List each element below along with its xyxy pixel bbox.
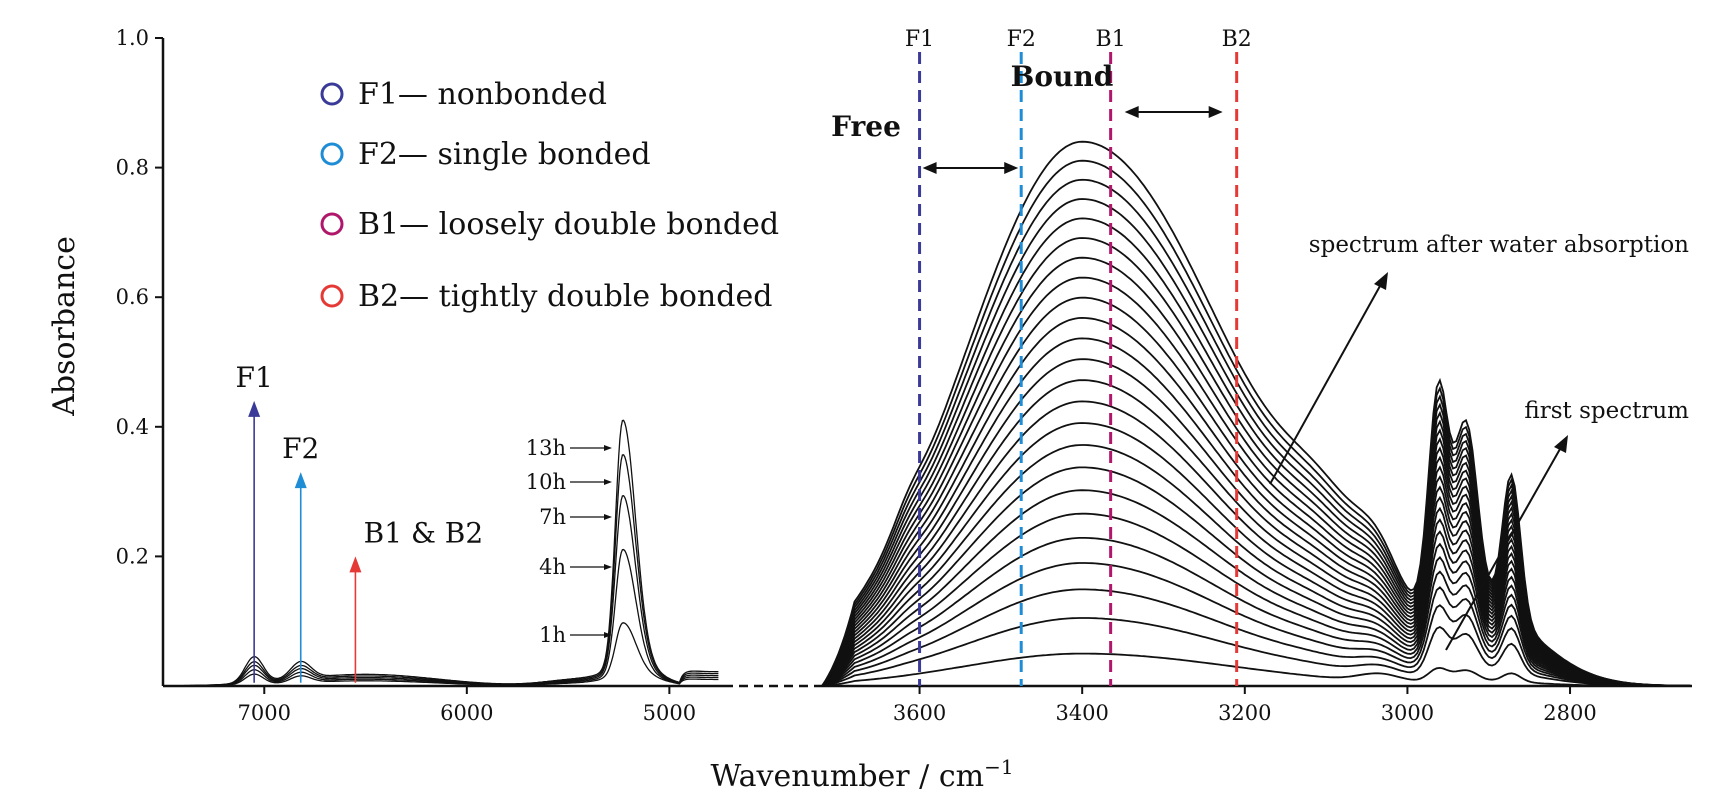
y-tick-label: 0.4: [116, 415, 149, 439]
bound-region-label: Bound: [1011, 60, 1114, 93]
mir-spectrum-curve: [821, 316, 1691, 687]
legend-label: B1— loosely double bonded: [358, 207, 779, 242]
mir-spectrum-curve: [821, 444, 1691, 687]
left-panel-curves: 13h 10h 7h 4h 1h: [163, 419, 719, 687]
reference-line-label: F2: [1007, 27, 1036, 52]
y-tick-label: 1.0: [116, 26, 149, 50]
nir-spectrum-curve: [163, 419, 719, 687]
axes: 0.2 0.4 0.6 0.8 1.0 7000 6000 5000 3600 3400 3200 3…: [116, 26, 1692, 725]
mir-spectrum-curve: [821, 400, 1691, 687]
x-tick-label: 5000: [643, 701, 696, 725]
mir-spectrum-curve: [821, 652, 1691, 687]
annotation-first-arrow: [1445, 448, 1561, 651]
y-tick-label: 0.2: [116, 544, 149, 568]
time-label: 13h: [526, 436, 566, 460]
annotation-after-absorption: spectrum after water absorption: [1309, 232, 1689, 258]
legend-marker: [320, 82, 344, 106]
legend-label: F2— single bonded: [358, 137, 651, 172]
x-tick-label: 3000: [1381, 701, 1434, 725]
x-tick-label: 6000: [440, 701, 493, 725]
mir-spectrum-curve: [821, 617, 1691, 687]
mir-spectrum-curve: [821, 379, 1691, 687]
x-tick-label: 3200: [1218, 701, 1271, 725]
vertical-reference-lines: F1 F2 B1 B2: [905, 27, 1252, 686]
time-label-arrowhead: [604, 479, 612, 485]
mir-spectrum-curve: [821, 276, 1691, 687]
time-label-arrowhead: [604, 564, 612, 570]
bound-range-arrowhead: [1124, 106, 1139, 118]
legend-label: F1— nonbonded: [358, 77, 607, 112]
x-axis-label-main: Wavenumber / cm: [710, 759, 984, 794]
peak-arrowhead: [248, 400, 261, 417]
x-tick-label: 7000: [238, 701, 291, 725]
peak-arrow-label: F2: [282, 432, 319, 465]
time-label: 1h: [539, 623, 566, 647]
time-label: 4h: [539, 555, 566, 579]
peak-arrow-label: B1 & B2: [364, 516, 484, 549]
reference-line-label: B1: [1096, 27, 1126, 52]
nir-spectrum-curve: [163, 494, 719, 687]
mir-spectrum-curve: [821, 512, 1691, 687]
time-label-arrowhead: [604, 514, 612, 520]
nir-spectrum-curve: [163, 622, 719, 687]
y-tick-label: 0.6: [116, 285, 149, 309]
peak-arrowhead: [294, 472, 307, 489]
mir-spectrum-curve: [821, 256, 1691, 687]
legend-marker: [320, 284, 344, 308]
mir-spectrum-curve: [821, 337, 1691, 687]
reference-line-label: B2: [1222, 27, 1252, 52]
free-range-arrowhead: [1004, 162, 1019, 174]
x-tick-label: 3600: [893, 701, 946, 725]
annotation-after-arrowhead: [1374, 272, 1388, 290]
legend-marker: [320, 142, 344, 166]
annotation-first-spectrum: first spectrum: [1524, 398, 1689, 424]
peak-arrow-label: F1: [236, 361, 273, 394]
annotation-first-arrowhead: [1554, 435, 1568, 453]
mir-spectrum-curve: [821, 537, 1691, 687]
x-tick-label: 3400: [1055, 701, 1108, 725]
free-range-arrowhead: [922, 162, 937, 174]
free-region-label: Free: [831, 110, 901, 143]
y-axis-label: Absorbance: [47, 236, 82, 417]
x-tick-label: 2800: [1543, 701, 1596, 725]
mir-spectrum-curve: [821, 466, 1691, 687]
mir-spectrum-curve: [821, 296, 1691, 687]
nir-spectrum-curve: [163, 454, 719, 687]
legend: F1— nonbonded F2— single bonded B1— loosel…: [320, 77, 779, 314]
time-label: 10h: [526, 470, 566, 494]
legend-marker: [320, 212, 344, 236]
annotation-after-arrow: [1269, 285, 1381, 485]
x-axis-label-sup: −1: [984, 755, 1013, 779]
reference-line-label: F1: [905, 27, 934, 52]
right-panel-curves: [821, 140, 1691, 687]
peak-arrows: F1 F2 B1 & B2: [236, 361, 484, 683]
time-label-arrowhead: [604, 445, 612, 451]
mir-spectrum-curve: [821, 588, 1691, 687]
mir-spectrum-curve: [821, 140, 1691, 687]
time-label: 7h: [539, 505, 566, 529]
mir-spectrum-curve: [821, 489, 1691, 687]
mir-spectrum-curve: [821, 422, 1691, 687]
peak-arrowhead: [349, 556, 362, 573]
time-label-arrowhead: [604, 632, 612, 638]
mir-spectrum-curve: [821, 562, 1691, 687]
legend-label: B2— tightly double bonded: [358, 279, 772, 314]
nir-spectrum-curve: [163, 548, 719, 687]
bound-range-arrowhead: [1208, 106, 1223, 118]
mir-spectrum-curve: [821, 358, 1691, 687]
x-axis-label: Wavenumber / cm−1: [710, 755, 1013, 794]
y-tick-label: 0.8: [116, 156, 149, 180]
